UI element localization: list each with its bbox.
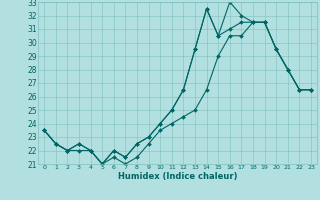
X-axis label: Humidex (Indice chaleur): Humidex (Indice chaleur) — [118, 172, 237, 181]
